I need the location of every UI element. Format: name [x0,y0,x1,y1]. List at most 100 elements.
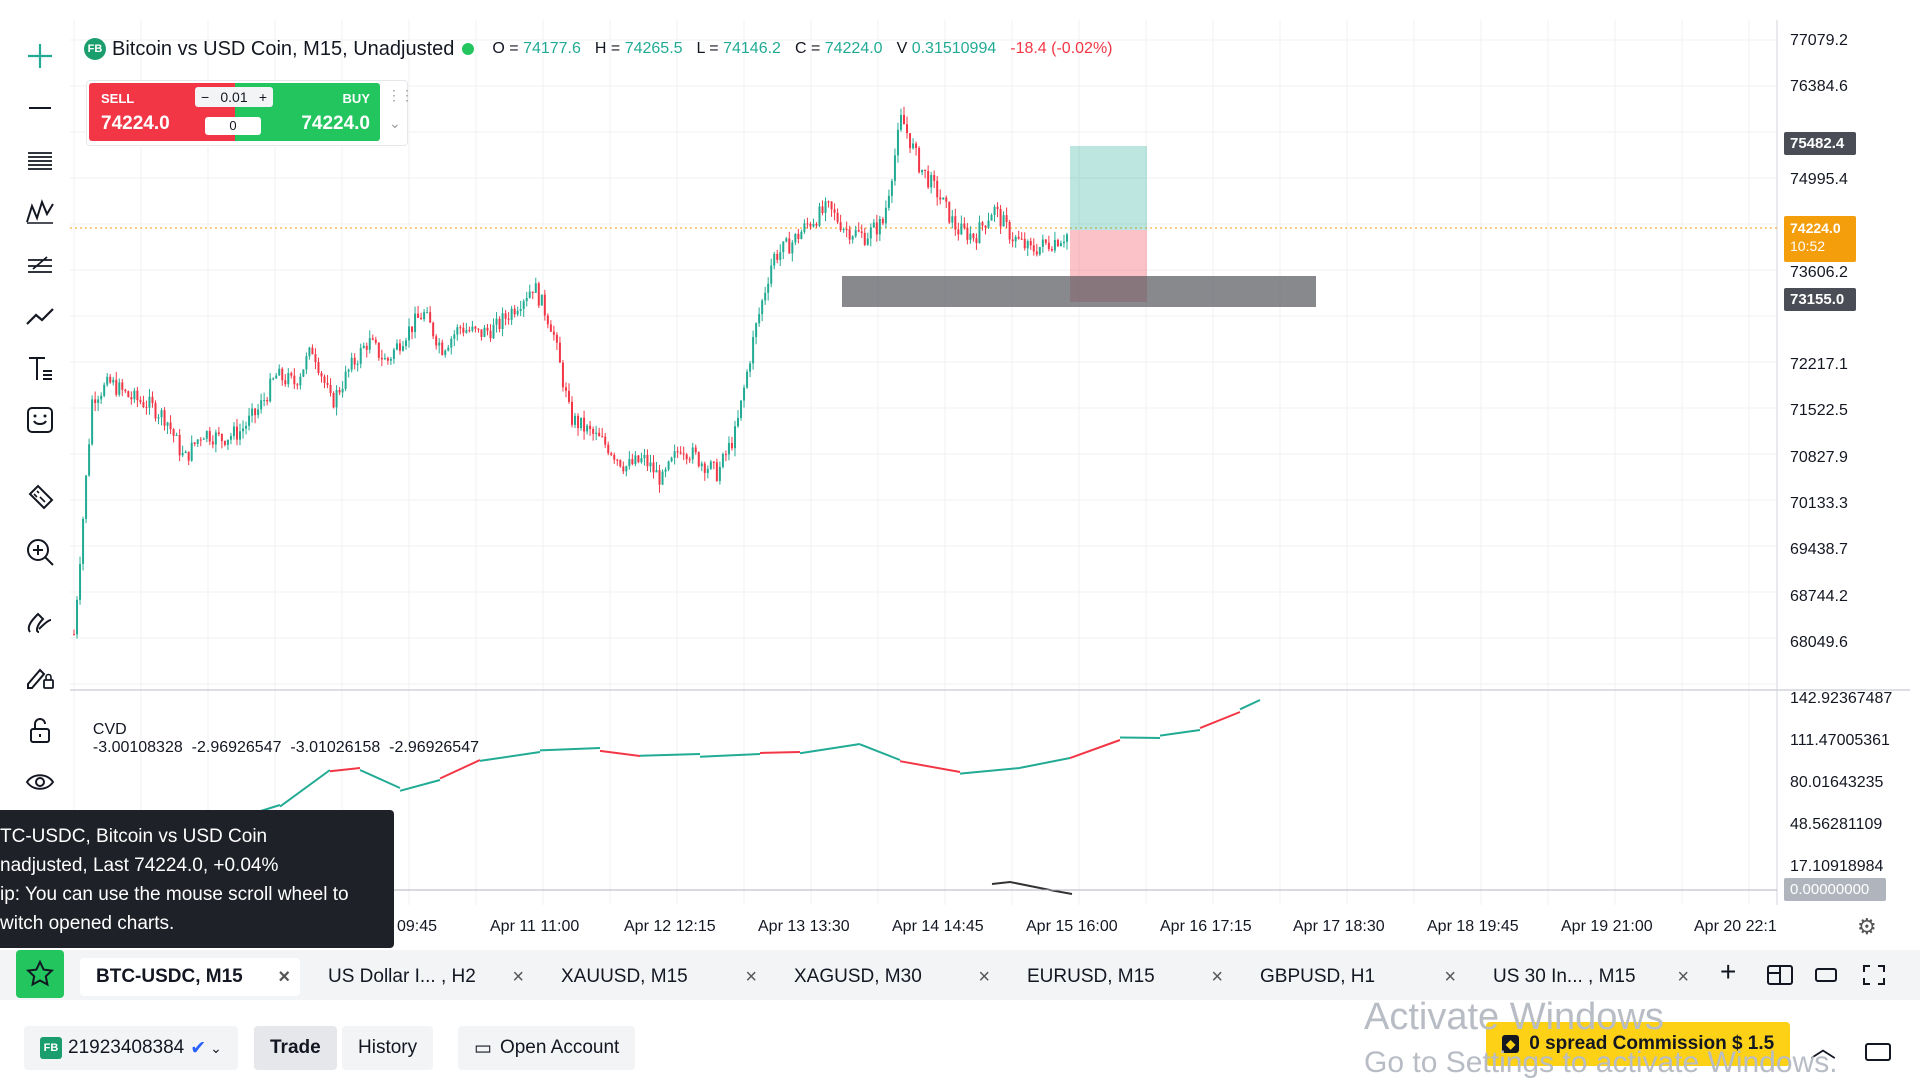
ruler-icon[interactable] [20,478,60,518]
sell-button[interactable]: SELL 74224.0 [89,83,237,141]
candle-body [217,432,220,434]
candle-body [242,428,245,432]
candle-body [758,314,761,324]
collapse-up-icon[interactable]: ︿ [1810,1033,1837,1063]
candle-body [619,460,622,467]
spread-input[interactable]: 0 [205,117,261,135]
add-tab-plus-icon[interactable]: + [1720,956,1737,987]
price-axis[interactable]: 77079.2 76384.6 74995.4 73606.2 72217.1 … [0,0,1892,901]
horizontal-line-icon[interactable] [20,88,60,128]
candle-body [344,371,347,389]
close-icon[interactable]: × [1677,965,1689,988]
eye-icon[interactable] [20,762,60,802]
candle-body [486,327,489,331]
market-status-dot [462,43,475,55]
candle-body [269,378,272,402]
buy-label: BUY [342,91,370,106]
favorites-button[interactable] [16,950,64,998]
candle-body [106,376,109,385]
fullscreen-icon[interactable] [1862,964,1886,986]
pattern-icon[interactable] [20,192,60,232]
close-icon[interactable]: × [1444,965,1456,988]
magnet-icon[interactable] [20,602,60,642]
chart-tab[interactable]: EURUSD, M15 × [1011,958,1233,996]
verified-check-icon: ✔ [190,1037,207,1059]
close-icon[interactable]: × [512,965,524,988]
trend-line-icon[interactable] [20,296,60,336]
promo-banner[interactable]: ◆ 0 spread Commission $ 1.5 [1486,1022,1791,1066]
panel-toggle-icon[interactable] [1864,1042,1892,1062]
lot-decrease-button[interactable]: − [201,89,210,105]
chart-tab[interactable]: XAGUSD, M30 × [778,958,1000,996]
candle-body [531,291,534,293]
candle-body [398,343,401,351]
cvd-label[interactable]: CVD [92,721,127,738]
symbol-title[interactable]: Bitcoin vs USD Coin, M15, Unadjusted [112,37,455,60]
close-icon[interactable]: × [1211,965,1223,988]
trade-tab[interactable]: Trade [254,1026,337,1070]
open-account-button[interactable]: ▭ Open Account [458,1026,636,1070]
candle-body [1038,246,1041,255]
channel-icon[interactable] [20,244,60,284]
candle-body [211,441,214,445]
account-number: 21923408384 [68,1037,185,1058]
candle-body [733,426,736,449]
candle-body [691,447,694,460]
time-axis[interactable]: 09:45 Apr 11 11:00 Apr 12 12:15 Apr 13 1… [0,0,1777,935]
candle-body [465,330,468,333]
tab-label: US 30 In... , M15 [1493,966,1636,987]
candle-body [112,379,115,383]
emoji-sticker-icon[interactable] [20,400,60,440]
drag-handle-icon[interactable]: ⋮⋮ [387,87,414,103]
candle-body [208,431,211,442]
candle-body [516,310,519,315]
chevron-down-icon[interactable]: ⌄ [389,115,401,131]
cvd-tick: 142.92367487 [1790,690,1893,707]
chart-tab[interactable]: US Dollar I... , H2 × [312,958,534,996]
chart-tab[interactable]: US 30 In... , M15 × [1477,958,1699,996]
chart-tab[interactable]: BTC-USDC, M15 × [80,958,300,996]
chart-tab[interactable]: GBPUSD, H1 × [1244,958,1466,996]
lot-size-value[interactable]: 0.01 [220,89,248,105]
candle-body [972,233,975,239]
candle-body [984,225,987,228]
single-layout-icon[interactable] [1814,966,1838,984]
close-icon[interactable]: × [745,965,757,988]
lock-drawings-icon[interactable] [20,656,60,696]
price-chart[interactable] [0,0,1920,950]
zoom-in-icon[interactable] [20,532,60,572]
text-tool-icon[interactable] [20,348,60,388]
candle-body [909,133,912,149]
chart-tab[interactable]: XAUUSD, M15 × [545,958,767,996]
candle-body [604,436,607,445]
crosshair-icon[interactable] [20,36,60,76]
layout-split-icon[interactable] [1766,964,1794,986]
buy-price: 74224.0 [301,113,370,134]
cvd-tick: 111.47005361 [1790,732,1890,749]
close-icon[interactable]: × [278,965,290,988]
candle-body [797,233,800,239]
close-icon[interactable]: × [978,965,990,988]
candle-body [845,229,848,231]
candle-body [76,599,79,635]
cvd-segment [399,779,441,792]
candle-body [652,462,655,473]
candle-body [727,443,730,455]
lot-increase-button[interactable]: + [258,89,267,105]
candle-body [389,358,392,361]
history-tab[interactable]: History [342,1026,434,1070]
candle-body [441,342,444,355]
candle-body [812,223,815,227]
candle-body [752,337,755,364]
account-selector[interactable]: FB 21923408384 ✔ ⌄ [24,1026,238,1070]
cvd-values: -3.00108328 -2.96926547 -3.01026158 -2.9… [92,739,479,756]
candle-body [154,403,157,419]
candle-body [311,347,314,355]
unlock-icon[interactable] [20,710,60,750]
chart-settings-gear-icon[interactable]: ⚙ [1857,914,1877,939]
lot-size-stepper[interactable]: − 0.01 + [195,87,273,107]
fib-levels-icon[interactable] [20,140,60,180]
candle-body [528,291,531,298]
candle-body [1026,241,1029,249]
candle-body [175,434,178,436]
